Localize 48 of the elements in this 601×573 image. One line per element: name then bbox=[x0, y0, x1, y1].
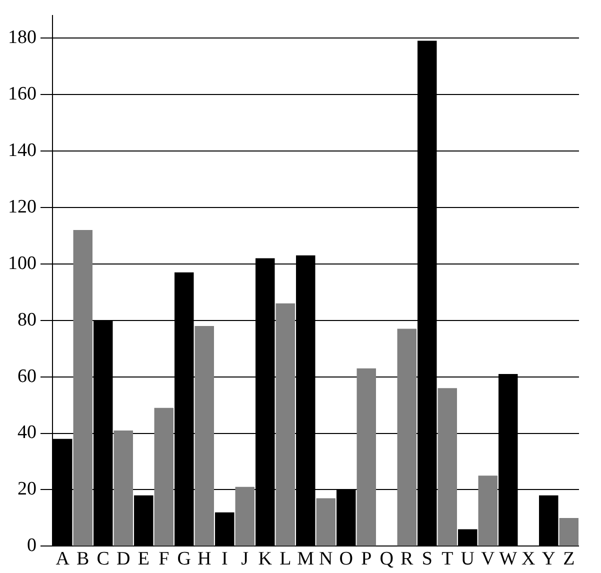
y-tick-label: 40 bbox=[18, 422, 36, 444]
x-tick-label: R bbox=[400, 548, 414, 570]
y-tick-label: 80 bbox=[18, 309, 36, 330]
y-tick-label: 120 bbox=[8, 196, 36, 218]
x-tick-label: P bbox=[361, 548, 372, 570]
x-tick-label: H bbox=[198, 548, 212, 570]
y-tick-label: 0 bbox=[27, 535, 36, 556]
x-tick-label: X bbox=[522, 548, 536, 570]
x-tick-label: O bbox=[339, 548, 353, 570]
bar bbox=[316, 498, 336, 546]
bar bbox=[154, 408, 174, 546]
bar bbox=[397, 328, 416, 546]
x-tick-label: C bbox=[96, 548, 110, 570]
bar bbox=[276, 303, 295, 546]
y-tick-label: 100 bbox=[8, 252, 36, 274]
x-tick-label: Y bbox=[542, 548, 556, 570]
x-tick-label: G bbox=[177, 548, 192, 570]
x-tick-label: E bbox=[138, 548, 150, 570]
x-tick-label: V bbox=[481, 548, 496, 570]
x-tick-label: Z bbox=[563, 548, 575, 570]
x-tick-label: K bbox=[258, 548, 272, 570]
x-tick-label: U bbox=[460, 548, 475, 570]
bar bbox=[559, 518, 578, 546]
x-tick-label: T bbox=[442, 548, 454, 570]
bar bbox=[478, 476, 498, 546]
bar bbox=[235, 486, 254, 546]
bar bbox=[194, 326, 214, 546]
y-tick-label: 140 bbox=[8, 140, 36, 161]
x-tick-label: A bbox=[56, 548, 70, 570]
bar bbox=[73, 230, 92, 546]
x-tick-label: Q bbox=[380, 548, 394, 570]
x-tick-label: L bbox=[280, 548, 292, 570]
y-tick-label: 160 bbox=[8, 83, 36, 104]
x-tick-label: M bbox=[297, 548, 314, 570]
x-tick-label: F bbox=[158, 548, 170, 570]
y-tick-label: 20 bbox=[18, 478, 36, 500]
x-tick-label: S bbox=[422, 548, 432, 570]
x-tick-label: B bbox=[76, 548, 90, 570]
bar bbox=[356, 368, 376, 546]
bar bbox=[114, 430, 133, 546]
bar bbox=[438, 388, 457, 546]
y-tick-label: 180 bbox=[8, 26, 36, 48]
x-tick-label: W bbox=[499, 548, 518, 570]
x-tick-label: I bbox=[221, 548, 228, 570]
y-tick-label: 60 bbox=[18, 366, 36, 387]
x-tick-label: D bbox=[116, 548, 130, 570]
x-tick-label: J bbox=[241, 548, 249, 570]
x-tick-label: N bbox=[319, 548, 334, 570]
